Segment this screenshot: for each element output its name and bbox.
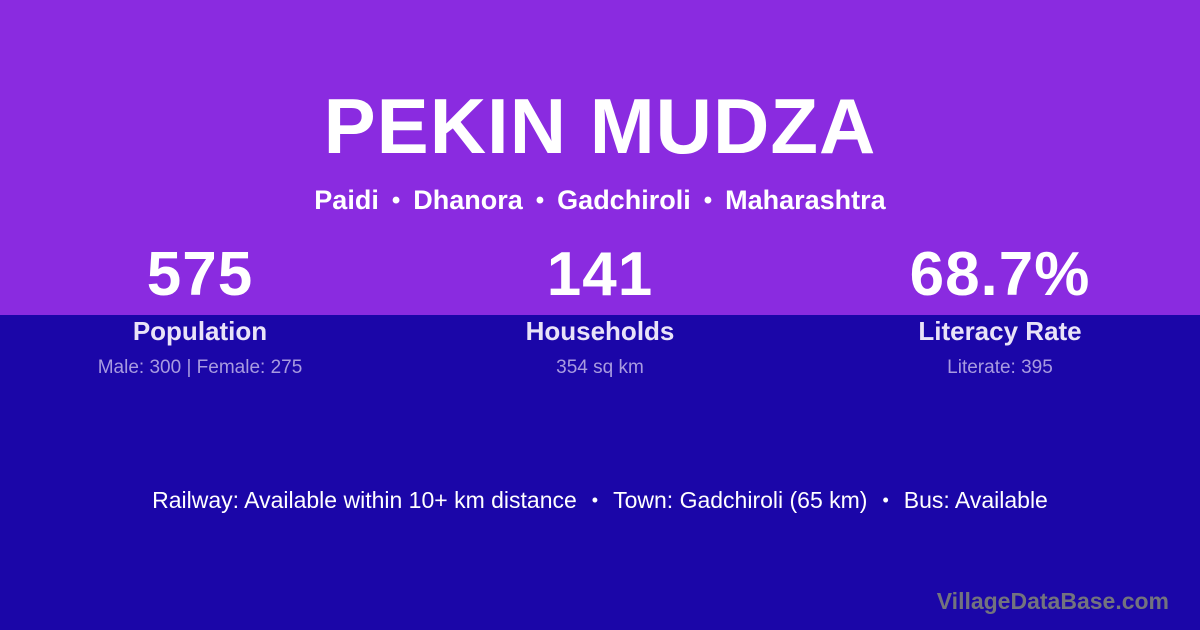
bullet-separator: • <box>535 186 545 214</box>
breadcrumb: Paidi • Dhanora • Gadchiroli • Maharasht… <box>0 185 1200 216</box>
breadcrumb-taluka: Dhanora <box>413 185 523 215</box>
bus-info: Bus: Available <box>903 487 1048 513</box>
stat-literacy: 68.7% Literacy Rate Literate: 395 <box>800 240 1200 379</box>
railway-info: Railway: Available within 10+ km distanc… <box>152 487 577 513</box>
bullet-separator: • <box>391 186 401 214</box>
literacy-label: Literacy Rate <box>918 316 1082 346</box>
site-brand: VillageDataBase.com <box>936 588 1169 614</box>
households-value: 141 <box>546 240 654 309</box>
town-info: Town: Gadchiroli (65 km) <box>613 487 868 513</box>
transport-info-line: Railway: Available within 10+ km distanc… <box>0 487 1200 514</box>
page-title: PEKIN MUDZA <box>323 82 877 170</box>
population-breakdown: Male: 300 | Female: 275 <box>97 357 303 378</box>
breadcrumb-panchayat: Paidi <box>314 185 379 215</box>
stat-households: 141 Households 354 sq km <box>400 240 800 379</box>
bullet-separator: • <box>591 490 599 510</box>
stat-population: 575 Population Male: 300 | Female: 275 <box>0 240 400 379</box>
area-value: 354 sq km <box>556 357 644 378</box>
households-label: Households <box>525 316 675 346</box>
literate-count: Literate: 395 <box>947 357 1053 378</box>
stats-row: 575 Population Male: 300 | Female: 275 1… <box>0 240 1200 379</box>
bullet-separator: • <box>703 186 713 214</box>
population-value: 575 <box>146 240 254 309</box>
breadcrumb-state: Maharashtra <box>725 185 886 215</box>
population-label: Population <box>132 316 268 346</box>
breadcrumb-district: Gadchiroli <box>557 185 691 215</box>
bullet-separator: • <box>882 490 889 510</box>
literacy-value: 68.7% <box>909 240 1091 309</box>
